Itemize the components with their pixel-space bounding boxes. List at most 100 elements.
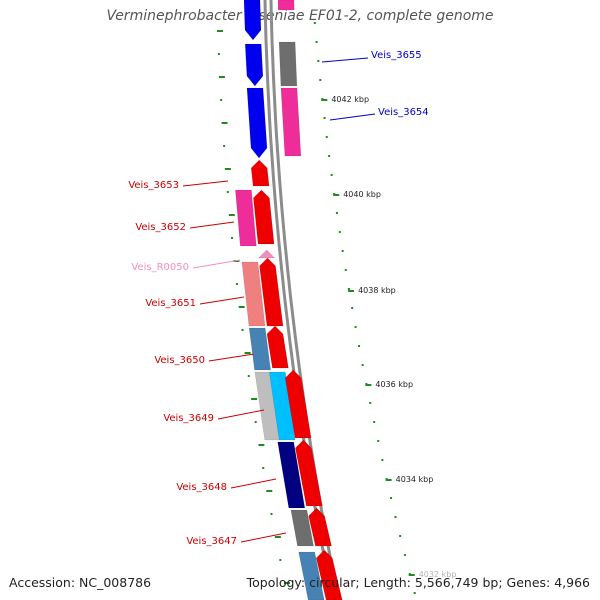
outer-dot xyxy=(361,364,364,366)
gene-leader-line xyxy=(329,113,376,121)
gene-leader-line xyxy=(240,532,287,543)
tick-label: 4036 kbp xyxy=(375,380,413,389)
inner-dot xyxy=(241,329,244,331)
inner-dot xyxy=(270,513,273,515)
tick-label: 4042 kbp xyxy=(331,95,369,104)
outer-dot xyxy=(358,345,361,347)
block-veis-3648-b xyxy=(295,439,323,507)
gene-label-veis-3652: Veis_3652 xyxy=(135,222,186,233)
inner-dot xyxy=(254,421,257,423)
outer-dot xyxy=(373,421,376,423)
outer-dot xyxy=(315,41,318,43)
tick-label: 4034 kbp xyxy=(396,475,434,484)
outer-dot xyxy=(341,250,344,252)
gene-label-veis-3651: Veis_3651 xyxy=(145,298,196,309)
tick-track: 4042 kbp 4040 kbp 4038 kbp 4036 kbp 4034 kbp… xyxy=(321,95,456,579)
block-veis-3654 xyxy=(246,87,268,159)
feature-track xyxy=(235,0,343,600)
inner-dot xyxy=(235,283,238,285)
tick-mark xyxy=(408,574,415,576)
inner-dot xyxy=(251,398,258,400)
outer-dot xyxy=(413,592,416,594)
gene-label-veis-3655: Veis_3655 xyxy=(371,50,422,61)
block-veis-r0050 xyxy=(257,249,276,259)
tick-mark xyxy=(385,479,392,481)
inner-dot xyxy=(274,536,281,538)
block-bottom-a xyxy=(298,551,325,600)
block-veis-3652-b xyxy=(253,189,275,245)
inner-dot xyxy=(228,214,235,216)
inner-dot xyxy=(279,559,282,561)
outer-dot xyxy=(338,231,341,233)
inner-dot xyxy=(216,30,223,32)
inner-dot xyxy=(217,53,220,55)
inner-dot xyxy=(221,122,228,124)
gene-label-veis-3653: Veis_3653 xyxy=(128,180,179,191)
gene-leader-line xyxy=(192,259,241,269)
tick-mark xyxy=(348,290,355,292)
tick-mark xyxy=(321,99,328,101)
block-veis-3649-b xyxy=(268,371,296,441)
gene-label-veis-3648: Veis_3648 xyxy=(176,482,227,493)
block-veis-3654-b xyxy=(280,87,302,157)
gene-leader-line xyxy=(321,57,369,63)
outer-dot xyxy=(330,174,333,176)
outer-dot xyxy=(354,326,357,328)
topology-text: Topology: circular; Length: 5,566,749 bp… xyxy=(246,575,590,590)
outer-dot xyxy=(317,60,320,62)
outer-dot xyxy=(390,497,393,499)
outer-dot xyxy=(381,459,384,461)
tick-label: 4032 kbp xyxy=(419,570,457,579)
gene-leader-line xyxy=(217,409,265,420)
outer-dot xyxy=(347,288,350,290)
outer-dot xyxy=(403,554,406,556)
block-veis-3647-b xyxy=(308,507,332,547)
block-veis-3650-b xyxy=(266,325,289,369)
gene-label-veis-3649: Veis_3649 xyxy=(163,413,214,424)
gene-label-veis-3654: Veis_3654 xyxy=(378,107,429,118)
gene-label-veis-3650: Veis_3650 xyxy=(154,355,205,366)
inner-dot xyxy=(284,582,291,584)
inner-dot xyxy=(223,145,226,147)
gene-leader-line xyxy=(182,180,229,187)
outer-dot xyxy=(369,402,372,404)
block-veis-3653 xyxy=(250,159,270,187)
accession-text: Accession: NC_008786 xyxy=(9,575,152,590)
block-top-b xyxy=(277,0,295,11)
outer-dot xyxy=(319,79,322,81)
outer-dot xyxy=(344,269,347,271)
outer-dot xyxy=(351,307,354,309)
inner-dot xyxy=(220,99,223,101)
block-veis-3647-a xyxy=(290,509,314,547)
outer-dot xyxy=(335,212,338,214)
inner-dot xyxy=(238,306,245,308)
inner-dot xyxy=(262,467,265,469)
inner-dot xyxy=(218,76,225,78)
inner-dot xyxy=(224,168,231,170)
gene-leader-line xyxy=(189,221,235,229)
gene-label-track: Veis_3655 Veis_3654 Veis_3653 Veis_3652 Veis… xyxy=(128,50,428,547)
inner-dot xyxy=(247,375,250,377)
outer-dot xyxy=(323,117,326,119)
block-veis-3651-a xyxy=(241,261,266,327)
block-bottom-b xyxy=(315,549,343,600)
tick-label: 4038 kbp xyxy=(358,286,396,295)
outer-dot xyxy=(325,136,328,138)
block-veis-3649-c xyxy=(284,369,312,439)
tick-label: 4040 kbp xyxy=(343,190,381,199)
inner-dot xyxy=(258,444,265,446)
gene-leader-line xyxy=(230,478,277,489)
block-veis-3650-a xyxy=(248,327,271,371)
inner-dot xyxy=(226,191,229,193)
block-veis-3652 xyxy=(235,189,257,247)
inner-dot xyxy=(231,237,234,239)
outer-dot xyxy=(328,155,331,157)
block-veis-3648-a xyxy=(277,441,306,509)
outer-dot xyxy=(394,516,397,518)
block-veis-3655-b xyxy=(278,41,298,87)
gene-leader-line xyxy=(199,296,245,305)
map-title: Verminephrobacter eiseniae EF01-2, compl… xyxy=(106,8,494,24)
outer-dot xyxy=(313,22,316,24)
tick-mark xyxy=(365,384,372,386)
